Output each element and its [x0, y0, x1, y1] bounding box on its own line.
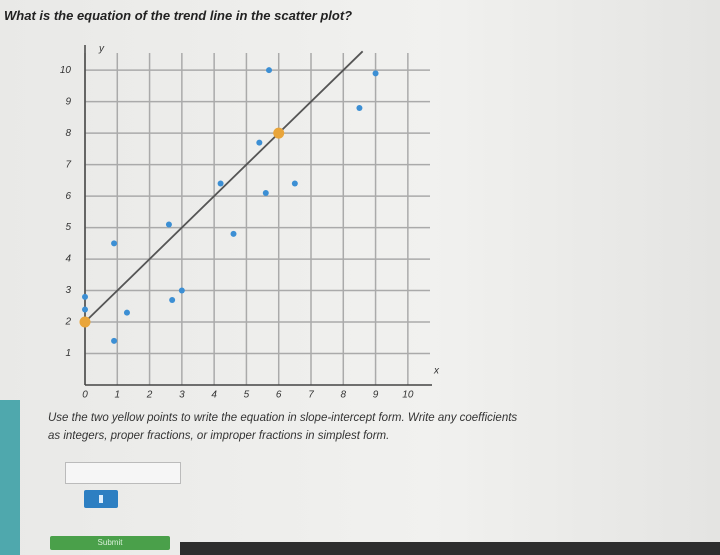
y-tick-label: 3	[65, 285, 71, 296]
x-tick-label: 6	[276, 390, 282, 401]
answer-input[interactable]	[65, 462, 181, 484]
x-tick-label: 8	[341, 390, 347, 401]
point	[82, 293, 88, 300]
point	[262, 189, 269, 196]
x-tick-label: 3	[179, 390, 185, 401]
point	[230, 230, 237, 237]
point	[372, 70, 379, 77]
x-tick-label: 7	[308, 390, 314, 401]
instructions: as integers, proper fractions, or improp…	[48, 430, 390, 442]
point	[178, 287, 185, 294]
y-tick-label: 10	[60, 65, 72, 76]
trend-line	[84, 50, 364, 323]
y-tick-label: 1	[65, 348, 71, 359]
x-tick-label: 4	[211, 390, 217, 401]
y-tick-label: 9	[65, 96, 71, 107]
point	[356, 104, 363, 111]
point	[266, 67, 273, 74]
point	[111, 240, 118, 247]
y-tick-label: 8	[65, 128, 71, 139]
y-tick-label: 5	[65, 222, 71, 233]
point	[217, 180, 224, 187]
x-tick-label: 5	[244, 390, 250, 401]
point	[82, 306, 88, 313]
x-tick-label: 1	[115, 390, 121, 401]
point	[291, 180, 298, 187]
y-tick-label: 6	[65, 191, 71, 202]
bottom-bar	[180, 542, 720, 555]
point	[256, 139, 263, 146]
math-button[interactable]	[84, 490, 118, 508]
point	[273, 127, 285, 139]
question: What is the equation of the trend line i…	[4, 8, 353, 23]
point	[165, 221, 172, 228]
point	[123, 309, 130, 316]
y-tick-label: 4	[65, 254, 71, 265]
submit-button[interactable]: Submit	[50, 536, 170, 550]
x-tick-label: 2	[146, 390, 153, 401]
y-axis-label: y	[98, 44, 105, 55]
instructions: Use the two yellow points to write the e…	[48, 412, 518, 424]
x-tick-label: 10	[402, 390, 414, 401]
y-tick-label: 2	[64, 317, 71, 328]
x-tick-label: 9	[373, 390, 379, 401]
point	[169, 297, 176, 303]
point	[79, 316, 91, 328]
point	[111, 337, 118, 344]
side-strip	[0, 400, 20, 555]
x-axis-label: x	[433, 366, 440, 377]
x-tick-label: 0	[82, 390, 88, 401]
y-tick-label: 7	[65, 159, 71, 170]
